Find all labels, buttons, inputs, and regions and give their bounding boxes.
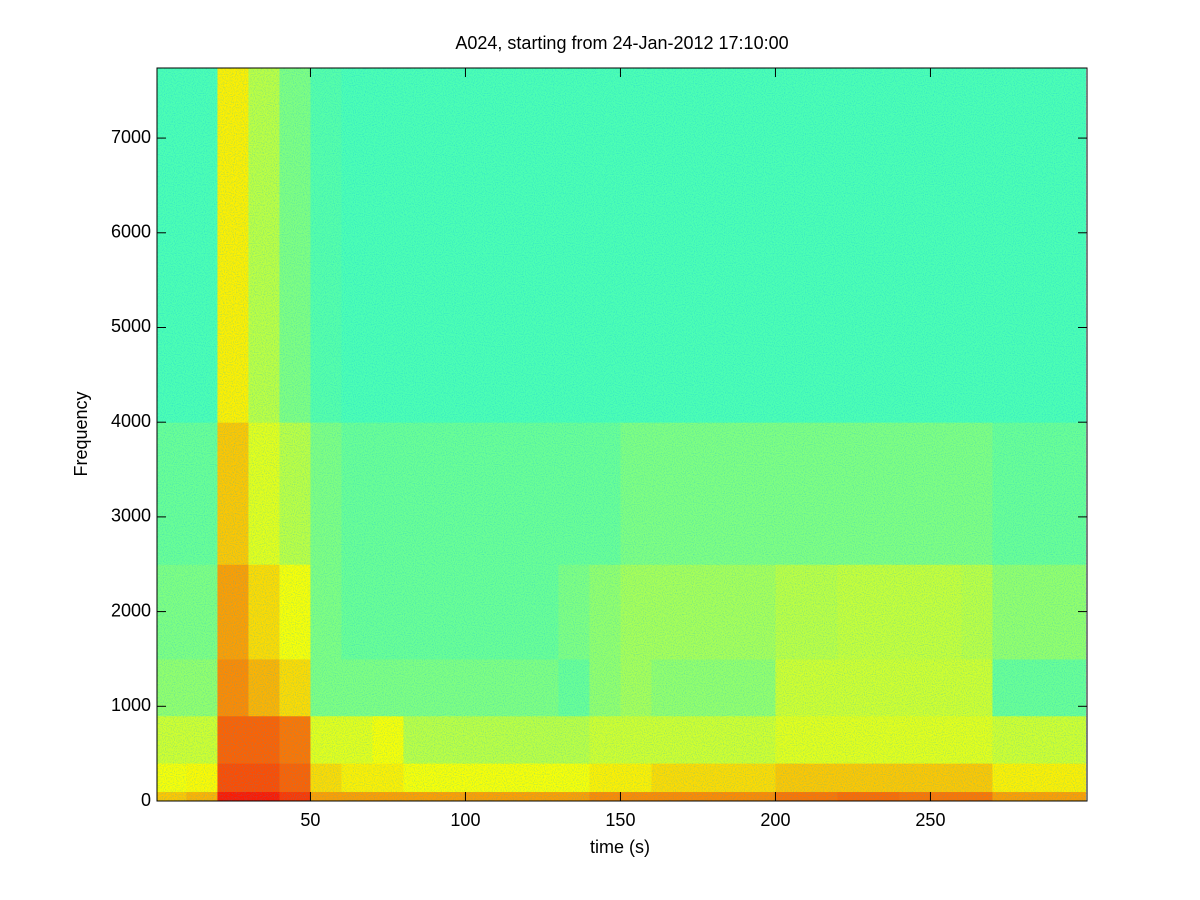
- x-tick-label: 150: [605, 810, 635, 830]
- x-tick-label: 50: [300, 810, 320, 830]
- plot-frame: [156, 67, 1088, 802]
- x-tick-label: 100: [450, 810, 480, 830]
- chart-title: A024, starting from 24-Jan-2012 17:10:00: [455, 33, 788, 53]
- noise-texture: [157, 68, 1087, 801]
- y-tick-label: 0: [141, 790, 151, 810]
- y-tick-label: 5000: [111, 316, 151, 336]
- y-tick-label: 3000: [111, 506, 151, 526]
- y-tick-label: 2000: [111, 600, 151, 620]
- y-tick-label: 6000: [111, 222, 151, 242]
- x-tick-label: 200: [760, 810, 790, 830]
- y-axis-label: Frequency: [71, 391, 91, 476]
- x-tick-label: 250: [915, 810, 945, 830]
- y-tick-label: 4000: [111, 411, 151, 431]
- y-tick-label: 7000: [111, 127, 151, 147]
- y-tick-label: 1000: [111, 695, 151, 715]
- x-axis-label: time (s): [590, 837, 650, 857]
